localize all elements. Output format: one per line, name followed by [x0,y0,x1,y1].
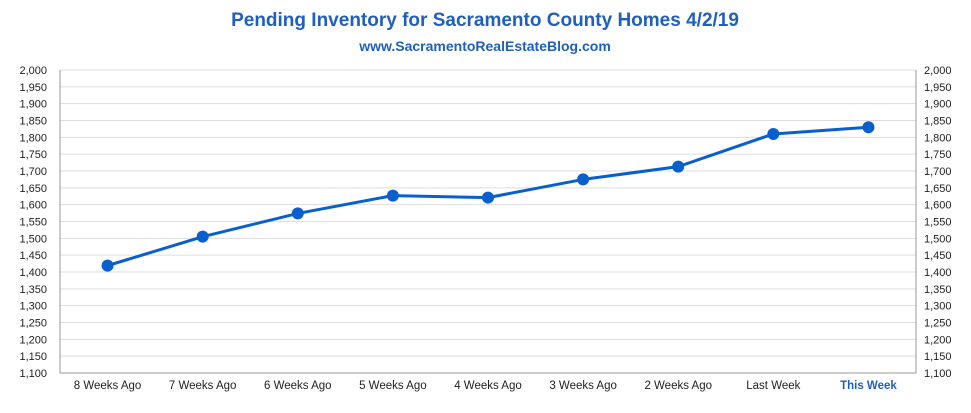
data-point [101,259,114,272]
data-point [386,189,399,202]
data-point [482,191,494,204]
x-tick-label: 5 Weeks Ago [359,380,427,392]
y-tick-label-left: 1,200 [19,334,47,346]
chart-title: Pending Inventory for Sacramento County … [231,10,739,31]
y-tick-label-right: 1,850 [924,116,952,128]
y-tick-label-left: 1,250 [19,318,47,330]
series-group [101,121,875,272]
y-tick-label-right: 1,450 [924,250,952,262]
y-tick-label-left: 1,650 [19,183,47,195]
x-tick-label: 8 Weeks Ago [74,380,142,392]
y-tick-label-right: 1,500 [924,233,952,245]
y-tick-label-right: 1,250 [924,318,952,330]
y-tick-label-left: 1,900 [19,99,47,111]
y-tick-label-right: 1,650 [924,183,952,195]
y-tick-label-left: 1,150 [19,351,47,363]
x-tick-label: 3 Weeks Ago [549,380,617,392]
y-tick-label-left: 1,400 [19,267,47,279]
y-tick-label-right: 1,950 [924,82,952,94]
y-tick-label-left: 1,450 [19,250,47,262]
gridlines [60,69,916,357]
y-tick-label-left: 1,300 [19,301,47,313]
x-tick-label: 4 Weeks Ago [454,380,522,392]
axes [59,70,917,374]
y-tick-label-left: 1,800 [19,132,47,144]
y-tick-label-right: 1,100 [924,368,952,380]
x-axis: 8 Weeks Ago 7 Weeks Ago 6 Weeks Ago 5 Weeks… [74,380,898,392]
y-tick-label-left: 1,850 [19,116,47,128]
y-tick-label-left: 2,000 [19,65,47,77]
x-tick-label: 6 Weeks Ago [264,380,332,392]
x-tick-label: 2 Weeks Ago [644,380,712,392]
y-tick-label-left: 1,550 [19,217,47,229]
y-tick-label-right: 1,550 [924,217,952,229]
y-axis-right: 1,100 1,150 1,200 1,250 1,300 1,350 1,400 1,450… [924,65,952,380]
y-tick-label-left: 1,100 [19,368,47,380]
y-tick-label-right: 1,600 [924,200,952,212]
y-tick-label-right: 1,150 [924,351,952,363]
y-tick-label-left: 1,500 [19,233,47,245]
y-axis-left: 1,100 1,150 1,200 1,250 1,300 1,350 1,400 1,450… [19,65,47,380]
y-tick-label-left: 1,950 [19,82,47,94]
y-tick-label-right: 1,300 [924,301,952,313]
x-tick-label: This Week [840,380,897,392]
y-tick-label-left: 1,600 [19,200,47,212]
y-tick-label-right: 1,700 [924,166,952,178]
y-tick-label-right: 1,350 [924,284,952,296]
y-tick-label-left: 1,750 [19,149,47,161]
y-tick-label-right: 2,000 [924,65,952,77]
y-tick-label-right: 1,900 [924,99,952,111]
data-point [291,207,304,220]
y-tick-label-right: 1,800 [924,132,952,144]
y-tick-label-right: 1,400 [924,267,952,279]
data-point [196,230,209,243]
y-tick-label-left: 1,350 [19,284,47,296]
x-tick-label: Last Week [746,380,800,392]
x-tick-label: 7 Weeks Ago [169,380,237,392]
y-tick-label-right: 1,750 [924,149,952,161]
y-tick-label-right: 1,200 [924,334,952,346]
chart-subtitle: www.SacramentoRealEstateBlog.com [358,38,611,54]
y-tick-label-left: 1,700 [19,166,47,178]
data-point [672,160,685,173]
data-point [862,121,875,134]
data-point [577,173,590,186]
data-point [767,127,780,140]
